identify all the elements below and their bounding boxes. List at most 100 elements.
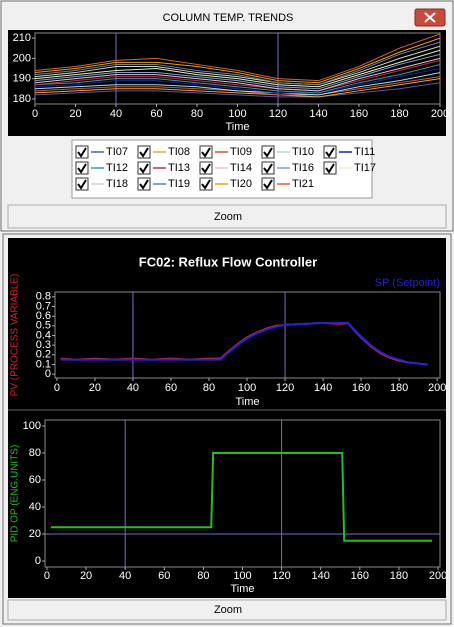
y-axis-label: PID OP (ENG.UNITS) <box>10 445 21 543</box>
series-line <box>60 321 428 366</box>
legend-check[interactable] <box>263 147 273 158</box>
zoom-button[interactable] <box>7 204 447 229</box>
plot-lines <box>35 33 440 98</box>
series-line <box>35 63 440 94</box>
legend-label: TI20 <box>230 178 252 190</box>
x-axis-label: Time <box>230 583 254 595</box>
x-tick-label: 80 <box>197 570 209 582</box>
legend-label: TI09 <box>230 146 252 158</box>
plot-lines <box>50 451 433 542</box>
plot-lines <box>60 321 428 366</box>
close-icon[interactable] <box>424 12 436 23</box>
close-button[interactable] <box>414 8 446 27</box>
x-tick-label: 180 <box>390 570 408 582</box>
x-tick-label: 20 <box>80 570 92 582</box>
legend-panel <box>71 139 373 199</box>
y-tick-label: 0.2 <box>36 349 51 361</box>
x-tick-label: 120 <box>272 570 290 582</box>
legend-label: TI16 <box>292 162 314 174</box>
y-tick-label: 60 <box>29 474 41 486</box>
legend-check[interactable] <box>201 179 211 190</box>
y-tick-label: 200 <box>13 52 31 64</box>
y-axis-label: PV (PROCESS VARIABLE) <box>10 274 21 397</box>
legend-check[interactable] <box>263 163 273 174</box>
x-tick-label: 200 <box>428 382 446 394</box>
legend-label: TI18 <box>106 178 128 190</box>
series-line <box>35 59 440 92</box>
x-tick-label: 80 <box>203 382 215 394</box>
x-tick-label: 100 <box>233 570 251 582</box>
series-line <box>35 45 440 86</box>
legend-check[interactable] <box>77 147 87 158</box>
chart-title: FC02: Reflux Flow Controller <box>139 254 317 269</box>
x-tick-label: 160 <box>351 570 369 582</box>
y-tick-label: 0.3 <box>36 339 51 351</box>
x-tick-label: 40 <box>119 570 131 582</box>
x-tick-label: 20 <box>69 108 81 120</box>
legend-label: TI19 <box>168 178 190 190</box>
series-line <box>35 53 440 90</box>
zoom-label[interactable]: Zoom <box>214 211 242 223</box>
y-tick-label: 0.8 <box>36 291 51 303</box>
x-tick-label: 20 <box>89 382 101 394</box>
zoom-label[interactable]: Zoom <box>214 604 242 616</box>
x-tick-label: 100 <box>228 108 246 120</box>
series-line <box>35 41 440 86</box>
legend-check[interactable] <box>325 147 335 158</box>
series-line <box>35 68 440 94</box>
y-tick-label: 40 <box>29 501 41 513</box>
legend-label: TI07 <box>106 146 128 158</box>
legend-label: TI21 <box>292 178 314 190</box>
y-tick-label: 0.1 <box>36 358 51 370</box>
series-line <box>35 57 440 92</box>
plot-panel <box>8 30 446 136</box>
y-tick-label: 0.7 <box>36 300 51 312</box>
legend-label: TI08 <box>168 146 190 158</box>
series-line <box>35 78 440 98</box>
y-tick-label: 0 <box>35 555 41 567</box>
legend-check[interactable] <box>77 163 87 174</box>
x-tick-label: 140 <box>314 382 332 394</box>
x-tick-label: 0 <box>54 382 60 394</box>
series-line <box>35 82 440 98</box>
x-tick-label: 40 <box>127 382 139 394</box>
legend-check[interactable] <box>139 147 149 158</box>
legend-check[interactable] <box>201 163 211 174</box>
y-tick-label: 100 <box>23 420 41 432</box>
legend-label: TI11 <box>354 146 375 158</box>
y-tick-label: 190 <box>13 73 31 85</box>
x-tick-label: 60 <box>150 108 162 120</box>
series-line <box>35 49 440 88</box>
legend-check[interactable] <box>77 179 87 190</box>
y-tick-label: 0.5 <box>36 320 51 332</box>
series-line <box>35 37 440 84</box>
legend-check[interactable] <box>325 163 335 174</box>
series-line <box>50 451 433 542</box>
legend-check[interactable] <box>139 163 149 174</box>
legend-check[interactable] <box>139 179 149 190</box>
x-tick-label: 120 <box>276 382 294 394</box>
legend-label: TI17 <box>354 162 376 174</box>
y-tick-label: 0.4 <box>36 329 51 341</box>
legend-check[interactable] <box>201 147 211 158</box>
zoom-button[interactable] <box>7 599 447 621</box>
x-tick-label: 200 <box>429 570 447 582</box>
y-tick-label: 80 <box>29 447 41 459</box>
x-tick-label: 100 <box>238 382 256 394</box>
legend-check[interactable] <box>263 179 273 190</box>
legend-label: SP (Setpoint) <box>375 277 440 289</box>
y-tick-label: 180 <box>13 93 31 105</box>
x-tick-label: 40 <box>110 108 122 120</box>
x-tick-label: 60 <box>158 570 170 582</box>
x-tick-label: 160 <box>352 382 370 394</box>
series-line <box>35 72 440 96</box>
x-tick-label: 60 <box>165 382 177 394</box>
y-tick-label: 0 <box>45 368 51 380</box>
x-tick-label: 200 <box>431 108 449 120</box>
x-tick-label: 0 <box>44 570 50 582</box>
controller-panel <box>8 238 446 598</box>
legend-label: TI12 <box>106 162 128 174</box>
x-tick-label: 140 <box>312 570 330 582</box>
x-tick-label: 0 <box>32 108 38 120</box>
